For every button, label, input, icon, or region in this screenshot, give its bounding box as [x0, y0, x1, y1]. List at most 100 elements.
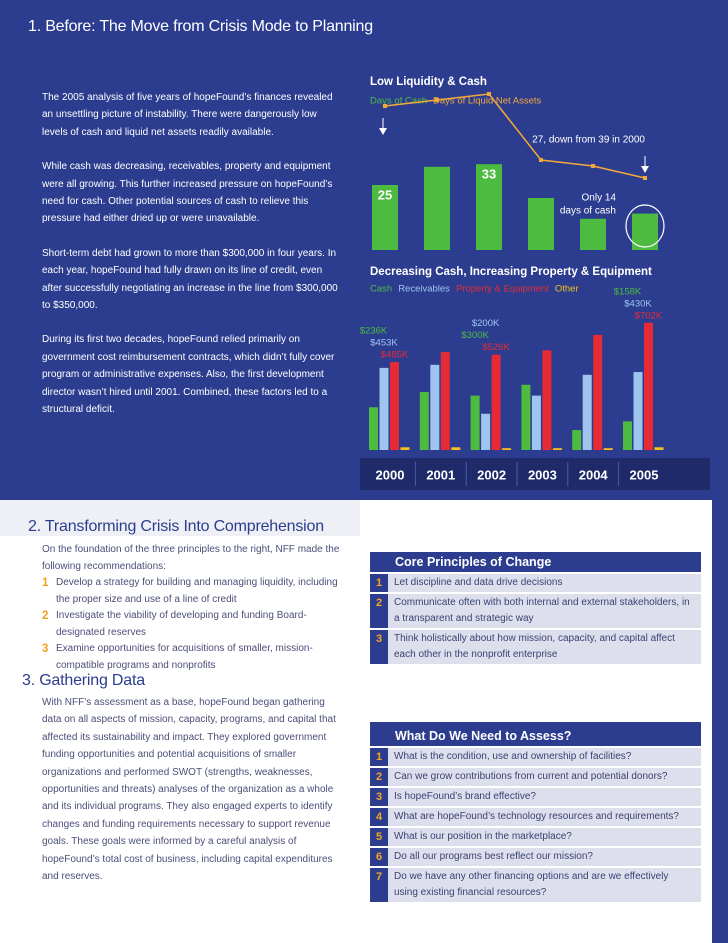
item-text: Develop a strategy for building and mana…: [56, 577, 338, 605]
bar: [528, 198, 554, 250]
section-title: 1. Before: The Move from Crisis Mode to …: [28, 18, 373, 35]
row-number: 1: [370, 748, 388, 766]
table-row: 2 Communicate often with both internal an…: [370, 594, 701, 628]
row-text: Can we grow contributions from current a…: [388, 768, 701, 786]
bar: [644, 322, 653, 450]
chart-title: Low Liquidity & Cash: [370, 76, 487, 88]
row-text: What is our position in the marketplace?: [388, 828, 701, 846]
row-number: 6: [370, 848, 388, 866]
line-marker: [591, 164, 595, 168]
legend-entry: Other: [555, 284, 579, 295]
row-number: 2: [370, 594, 388, 628]
item-text: Investigate the viability of developing …: [56, 610, 307, 638]
line-marker: [643, 176, 647, 180]
arrow-head: [641, 166, 649, 173]
bar: [572, 430, 582, 450]
bar: [440, 352, 450, 450]
bar: [491, 354, 501, 450]
annotation: Only 14: [582, 193, 617, 204]
bar: [400, 447, 410, 450]
table-title: What Do We Need to Assess?: [370, 722, 701, 746]
bar: [623, 421, 632, 450]
row-text: Think holistically about how mission, ca…: [388, 630, 701, 664]
table-row: 4 What are hopeFound’s technology resourc…: [370, 808, 701, 826]
side-strip: [712, 500, 728, 943]
data-label: $200K: [472, 318, 500, 329]
paragraph: While cash was decreasing, receivables, …: [42, 161, 333, 225]
table-row: 6 Do all our programs best reflect our mi…: [370, 848, 701, 866]
section-text: The 2005 analysis of five years of hopeF…: [42, 89, 340, 436]
data-label: $300K: [461, 330, 489, 341]
recommendation: 2 Investigate the viability of developing…: [42, 608, 342, 641]
line: [384, 93, 646, 179]
annotation: days of cash: [560, 206, 616, 217]
bar: [603, 448, 613, 450]
data-label: $702K: [635, 310, 663, 321]
section-text: On the foundation of the three principle…: [42, 542, 342, 674]
row-text: What are hopeFound’s technology resource…: [388, 808, 701, 826]
section-text: With NFF’s assessment as a base, hopeFou…: [42, 697, 336, 883]
bar: [451, 447, 461, 450]
bar: [419, 392, 429, 450]
table-row: 1 What is the condition, use and ownershi…: [370, 748, 701, 766]
bar: [633, 372, 643, 450]
data-label: $236K: [360, 326, 388, 337]
bar: [632, 213, 658, 250]
bar: [582, 374, 592, 450]
legend-entry: Days of Cash: [370, 96, 427, 107]
line-marker: [539, 158, 543, 162]
item-number: 1: [42, 577, 49, 589]
data-label: $158K: [614, 286, 642, 297]
data-label: 33: [482, 167, 496, 182]
bar: [593, 334, 603, 450]
table-row: 3 Is hopeFound’s brand effective?: [370, 788, 701, 806]
bar: [542, 350, 552, 450]
data-label: $526K: [482, 342, 510, 353]
item-number: 3: [42, 643, 49, 655]
data-label: $485K: [381, 350, 409, 361]
table-title: Core Principles of Change: [370, 552, 701, 572]
legend-entry: Days of Liquid Net Assets: [433, 96, 541, 107]
paragraph: The 2005 analysis of five years of hopeF…: [42, 92, 333, 138]
table-row: 2 Can we grow contributions from current …: [370, 768, 701, 786]
row-text: Do we have any other financing options a…: [388, 868, 701, 902]
charts: Low Liquidity & Cash Days of Cash Days of …: [360, 76, 710, 490]
arrow-head: [379, 128, 387, 135]
bar: [390, 362, 399, 450]
x-tick-label: 2004: [579, 467, 609, 482]
bar: [481, 413, 491, 450]
legend-entry: Receivables: [398, 284, 450, 295]
table-row: 7 Do we have any other financing options …: [370, 868, 701, 902]
x-tick-label: 2005: [630, 467, 659, 482]
row-number: 5: [370, 828, 388, 846]
item-number: 2: [42, 610, 49, 622]
row-text: Let discipline and data drive decisions: [388, 574, 701, 592]
bar: [470, 395, 480, 450]
item-text: Examine opportunities for acquisitions o…: [56, 643, 313, 671]
bar: [369, 407, 378, 450]
row-number: 3: [370, 788, 388, 806]
recommendation: 3 Examine opportunities for acquisitions …: [42, 641, 342, 674]
bar: [654, 447, 664, 450]
table-row: 5 What is our position in the marketplace…: [370, 828, 701, 846]
bar: [430, 364, 440, 450]
x-tick-label: 2003: [528, 467, 557, 482]
x-tick-label: 2000: [376, 467, 405, 482]
bar: [502, 448, 512, 450]
assess-table: What Do We Need to Assess? 1 What is the …: [370, 722, 701, 902]
bar: [476, 164, 502, 250]
line-marker: [487, 92, 491, 96]
table-row: 1 Let discipline and data drive decisions: [370, 574, 701, 592]
row-number: 1: [370, 574, 388, 592]
annotation: 27, down from 39 in 2000: [532, 135, 645, 146]
highlight: [625, 204, 665, 248]
row-number: 2: [370, 768, 388, 786]
data-label: $430K: [624, 298, 652, 309]
data-label: $453K: [370, 338, 398, 349]
row-number: 4: [370, 808, 388, 826]
recommendations: 1 Develop a strategy for building and man…: [42, 575, 342, 674]
section-title: 2. Transforming Crisis Into Comprehensio…: [28, 518, 324, 535]
bar: [552, 448, 562, 450]
recommendation: 1 Develop a strategy for building and man…: [42, 575, 342, 608]
data-label: 25: [378, 187, 392, 202]
